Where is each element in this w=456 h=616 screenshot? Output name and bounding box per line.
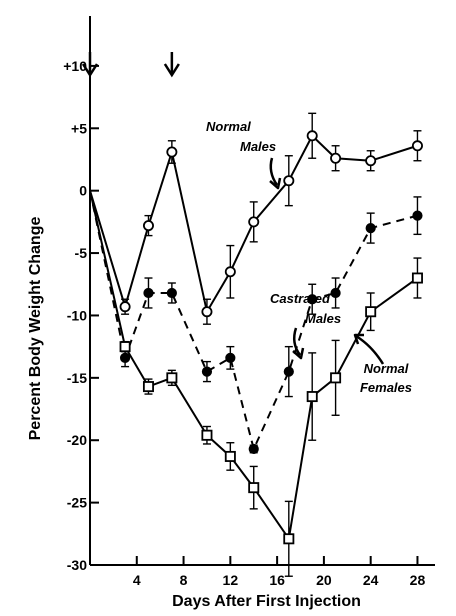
series-layer — [89, 112, 423, 577]
series-castrated-males — [89, 190, 423, 455]
data-point — [412, 210, 423, 221]
y-tick-label: +5 — [71, 120, 87, 136]
data-point — [283, 366, 294, 377]
data-point — [411, 140, 423, 152]
data-point — [365, 223, 376, 234]
x-tick-label: 24 — [363, 572, 379, 588]
series-normal-males — [89, 112, 423, 325]
data-point — [166, 146, 178, 158]
data-point — [283, 533, 295, 545]
label-pointer — [269, 157, 279, 186]
label-pointer — [292, 327, 302, 356]
y-ticks: +10 +5 0 -5 -10 -15 -20 -25 -30 — [63, 58, 99, 573]
data-point — [119, 341, 131, 353]
label-pointer — [355, 334, 385, 365]
data-point — [201, 366, 213, 377]
injection-markers — [81, 52, 180, 78]
data-point — [119, 301, 131, 313]
x-tick-label: 20 — [316, 572, 332, 588]
data-point — [119, 352, 131, 363]
y-tick-label: -30 — [67, 557, 87, 573]
series-label: Males — [305, 311, 341, 326]
x-tick-label: 8 — [180, 572, 188, 588]
data-point — [411, 272, 423, 284]
series-line — [89, 134, 418, 315]
data-point — [248, 216, 260, 228]
data-point — [248, 443, 259, 455]
label-pointer-head — [292, 347, 305, 360]
y-tick-label: 0 — [79, 183, 87, 199]
x-axis-label: Days After First Injection — [172, 593, 361, 610]
data-point — [201, 306, 213, 318]
data-point — [330, 152, 342, 164]
series-label: Castrated — [270, 291, 331, 306]
data-point — [307, 294, 318, 305]
y-tick-label: -5 — [75, 245, 88, 261]
y-tick-label: -20 — [67, 432, 87, 448]
data-point — [142, 381, 154, 393]
x-tick-label: 28 — [410, 572, 426, 588]
data-point — [225, 352, 236, 363]
y-tick-label: -25 — [67, 495, 87, 511]
x-tick-label: 12 — [223, 572, 239, 588]
data-point — [166, 372, 178, 384]
x-ticks: 4 8 12 16 20 24 28 — [133, 556, 426, 588]
data-point — [224, 450, 236, 462]
series-line — [89, 190, 419, 542]
series-line — [89, 190, 418, 452]
x-tick-label: 16 — [269, 572, 285, 588]
y-tick-label: +10 — [63, 58, 87, 74]
x-tick-label: 4 — [133, 572, 141, 588]
injection-arrow-head — [163, 63, 180, 78]
data-point — [283, 175, 295, 187]
label-pointer-head — [353, 333, 364, 345]
data-point — [248, 482, 260, 494]
data-point — [330, 372, 342, 384]
series-label: Females — [360, 380, 412, 395]
data-point — [330, 287, 341, 299]
data-point — [365, 155, 377, 167]
series-annotations: Normal Males Castrated Males Normal Females — [206, 119, 412, 395]
data-point — [306, 391, 318, 403]
series-label: Males — [240, 139, 276, 154]
y-axis-label: Percent Body Weight Change — [27, 217, 44, 441]
data-point — [224, 266, 236, 278]
series-label: Normal — [206, 119, 251, 134]
data-point — [201, 429, 213, 441]
data-point — [306, 130, 318, 142]
axes: +10 +5 0 -5 -10 -15 -20 -25 -30 4 8 12 16 20 24 28 — [63, 16, 435, 588]
series-normal-females — [89, 190, 423, 577]
data-point — [365, 306, 377, 318]
y-tick-label: -10 — [67, 307, 87, 323]
data-point — [142, 220, 154, 232]
data-point — [143, 287, 154, 299]
series-label: Normal — [364, 361, 409, 376]
label-pointer-head — [269, 177, 282, 190]
injection-arrow-head — [81, 63, 99, 78]
data-point — [166, 287, 177, 299]
y-tick-label: -15 — [67, 370, 87, 386]
